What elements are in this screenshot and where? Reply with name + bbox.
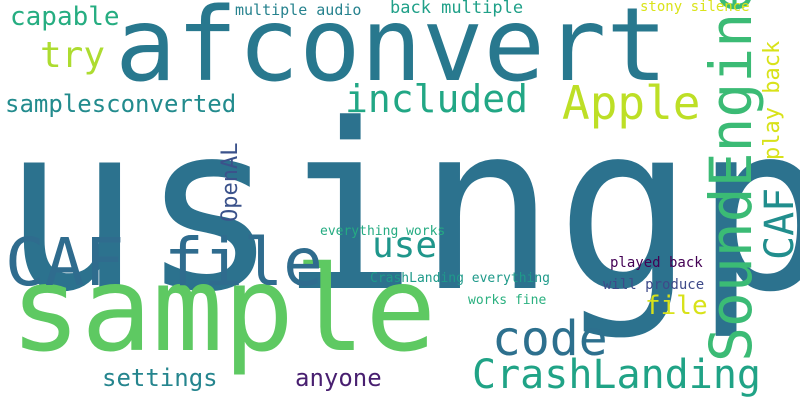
- word-caf-file: CAF file: [5, 224, 323, 301]
- word-try: try: [40, 35, 106, 76]
- word-caf: CAF: [757, 187, 800, 260]
- word-play-back: play back: [760, 40, 785, 160]
- word-capable: capable: [10, 2, 120, 32]
- word-included: included: [345, 77, 529, 121]
- word-file: file: [645, 291, 708, 321]
- word-afconvert: afconvert: [115, 0, 668, 105]
- word-will-produce: will produce: [603, 277, 705, 293]
- word-settings: settings: [102, 364, 218, 392]
- word-openal: OpenAL: [218, 142, 243, 222]
- word-samplesconverted: samplesconverted: [5, 90, 237, 118]
- word-apple: Apple: [562, 76, 701, 130]
- word-played-back: played back: [610, 255, 703, 271]
- word-code: code: [492, 311, 608, 367]
- word-soundengine: SoundEngine: [697, 0, 765, 362]
- word-crashlanding-everything: CrashLanding everything: [370, 271, 551, 286]
- word-sample: sample: [10, 240, 437, 378]
- word-anyone: anyone: [295, 364, 382, 392]
- word-usingp: usingp: [2, 76, 800, 343]
- word-everything-works: everything works: [320, 224, 446, 239]
- word-back-multiple: back multiple: [390, 0, 524, 18]
- word-multiple-audio: multiple audio: [235, 1, 362, 19]
- word-crashlanding: CrashLanding: [472, 352, 761, 398]
- word-stony-silence: stony silence: [640, 0, 750, 15]
- word-use: use: [372, 225, 438, 266]
- word-works-fine: works fine: [468, 293, 547, 308]
